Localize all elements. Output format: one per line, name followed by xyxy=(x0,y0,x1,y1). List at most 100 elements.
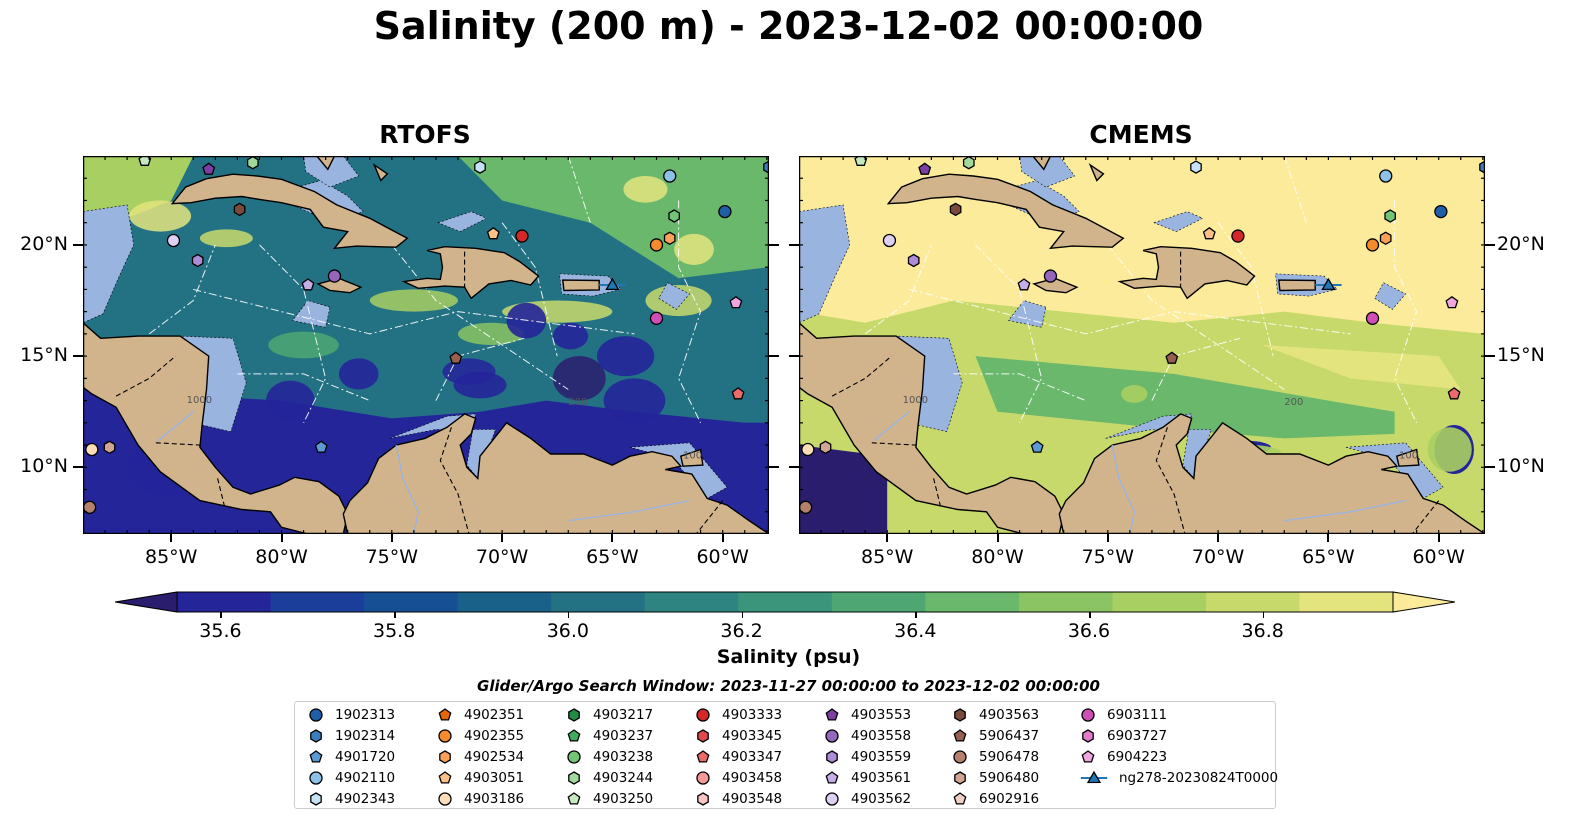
legend-marker xyxy=(568,770,580,785)
legend-marker xyxy=(309,749,323,763)
legend-marker xyxy=(1081,749,1095,763)
legend-label: 4902351 xyxy=(464,706,525,723)
legend-label: 4903559 xyxy=(851,748,912,765)
panel-title-rtofs: RTOFS xyxy=(379,120,471,149)
legend-label: 4903051 xyxy=(464,769,525,786)
y-tick-label-left: 15°N xyxy=(20,344,68,367)
legend-marker xyxy=(953,728,967,742)
country-borders xyxy=(115,251,724,534)
y-tick-mark xyxy=(789,466,799,469)
rivers xyxy=(873,411,1406,534)
y-tick-mark xyxy=(73,243,83,246)
platform-marker-4903347 xyxy=(1447,387,1461,400)
x-tick-label: 70°W xyxy=(1191,546,1245,568)
y-tick-mark xyxy=(73,355,83,358)
land-cuba xyxy=(886,173,1125,250)
legend-label: 4901720 xyxy=(335,748,396,765)
platform-marker-4903553 xyxy=(918,162,932,175)
map-rtofs: 1000 100 200 xyxy=(83,156,769,534)
legend-item: 4903333 xyxy=(692,704,782,725)
colorbar-extend-low xyxy=(115,591,178,613)
legend-item: 5906478 xyxy=(949,746,1039,767)
platform-marker-4903558 xyxy=(327,269,342,283)
colorbar-tick-mark xyxy=(741,612,744,618)
y-tick-mark xyxy=(73,466,83,469)
y-tick-label-left: 10°N xyxy=(20,455,68,478)
platform-marker-4903563 xyxy=(233,202,246,217)
legend-item: 4903558 xyxy=(821,725,911,746)
platform-marker-5906437 xyxy=(449,351,463,364)
platform-marker-4903333 xyxy=(1231,229,1245,243)
legend-marker xyxy=(697,728,709,743)
legend-item: 4903548 xyxy=(692,788,782,809)
land xyxy=(83,156,769,534)
land-bahamas-a xyxy=(315,156,336,171)
legend-label: 4902110 xyxy=(335,769,396,786)
legend-item: 4902355 xyxy=(434,725,524,746)
platform-marker-5906480 xyxy=(819,440,832,455)
x-tick-label: 85°W xyxy=(860,546,914,568)
legend-marker xyxy=(953,749,967,764)
colorbar-segment xyxy=(1205,592,1300,612)
colorbar-segment xyxy=(1112,592,1207,612)
platform-marker-6903111 xyxy=(649,311,664,325)
y-tick-mark xyxy=(769,466,779,469)
legend-marker xyxy=(567,791,581,805)
platform-marker-4902343 xyxy=(1190,160,1202,174)
legend-item: 4902110 xyxy=(305,767,395,788)
platform-marker-ng278-20230824T0000 xyxy=(605,277,620,291)
colorbar-tick-mark xyxy=(1089,612,1091,618)
legend-item: 6903111 xyxy=(1077,704,1167,725)
platform-marker-4903562 xyxy=(166,233,181,248)
legend-label: 5906478 xyxy=(979,748,1040,765)
legend-item: ng278-20230824T0000 xyxy=(1077,767,1278,788)
legend-label: 4903563 xyxy=(979,706,1040,723)
land-bahamas-b xyxy=(372,163,389,182)
colorbar-tick-label: 36.0 xyxy=(546,620,589,642)
minor-ticks xyxy=(83,156,769,534)
legend-item: 4903217 xyxy=(563,704,653,725)
y-tick-mark xyxy=(769,355,779,358)
x-tick-label: 85°W xyxy=(144,546,198,568)
colorbar-tick-mark xyxy=(915,612,917,618)
legend-item: 4903553 xyxy=(821,704,911,725)
y-tick-mark xyxy=(789,243,799,246)
platform-marker-4902534 xyxy=(663,231,676,246)
legend-label: 5906437 xyxy=(979,727,1040,744)
legend-marker xyxy=(1082,728,1094,743)
platform-marker-1902313 xyxy=(1434,204,1448,219)
x-tick-mark xyxy=(1106,534,1109,542)
legend-item: 4903051 xyxy=(434,767,524,788)
platform-marker-1902313 xyxy=(718,204,732,219)
x-tick-label: 60°W xyxy=(696,546,749,568)
legend-marker xyxy=(310,791,322,806)
colorbar-segment xyxy=(177,592,272,612)
panel-title-cmems: CMEMS xyxy=(1089,120,1193,149)
platform-marker-6904223 xyxy=(1445,295,1459,309)
x-tick-mark xyxy=(996,534,999,542)
legend-marker xyxy=(310,728,322,743)
legend-item: 1902313 xyxy=(305,704,395,725)
legend-marker xyxy=(826,749,838,764)
colorbar-tick-label: 35.8 xyxy=(372,620,416,642)
map-cmems: 1000 100 200 xyxy=(799,156,1485,534)
legend-label: 4903548 xyxy=(722,790,783,807)
legend-label: 4903562 xyxy=(851,790,912,807)
colorbar-tick-label: 36.4 xyxy=(894,620,937,642)
x-tick-mark xyxy=(170,534,173,542)
legend: 1902313 1902314 4901720 4902110 4902343 49023… xyxy=(294,701,1278,809)
x-tick-label: 80°W xyxy=(255,546,308,568)
platform-marker-4903561 xyxy=(1017,278,1031,291)
colorbar-tick-mark xyxy=(220,612,222,618)
figure-title: Salinity (200 m) - 2023-12-02 00:00:00 xyxy=(373,4,1204,48)
legend-item: 4902343 xyxy=(305,788,395,809)
platform-marker-6903111 xyxy=(1365,311,1380,325)
platform-marker-4903562 xyxy=(882,233,897,248)
legend-marker xyxy=(309,770,323,785)
x-tick-mark xyxy=(1217,534,1220,542)
x-tick-label: 65°W xyxy=(1302,546,1355,568)
y-tick-mark xyxy=(769,243,779,246)
legend-marker xyxy=(696,770,710,785)
colorbar-segment xyxy=(1018,592,1113,612)
legend-marker xyxy=(438,770,452,784)
